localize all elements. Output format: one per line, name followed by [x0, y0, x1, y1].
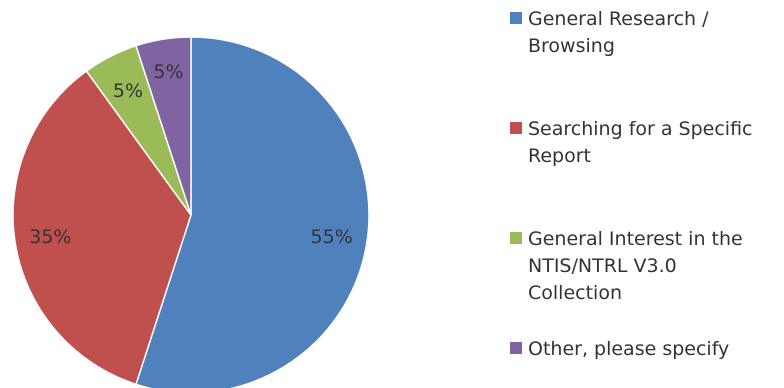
- data-label-specific-report: 35%: [29, 226, 71, 248]
- legend-item-specific-report: Searching for a Specific Report: [510, 116, 753, 170]
- pie-slice-specific-report: [12, 69, 192, 386]
- legend-label-specific-report: Searching for a Specific Report: [528, 118, 753, 167]
- legend-swatch-general-research: [510, 12, 522, 24]
- data-label-general-interest: 5%: [113, 80, 143, 102]
- legend-item-other: Other, please specify: [510, 336, 729, 363]
- legend-swatch-other: [510, 342, 522, 354]
- legend-label-other: Other, please specify: [528, 338, 730, 360]
- legend-label-general-research: General Research / Browsing: [528, 8, 709, 57]
- pie-data-labels: 55% 35% 5% 5%: [29, 61, 353, 248]
- legend-item-general-research: General Research / Browsing: [510, 6, 709, 60]
- data-label-general-research: 55%: [311, 226, 353, 248]
- pie-slice-general-research: [135, 36, 370, 388]
- legend-swatch-specific-report: [510, 122, 522, 134]
- pie-plot-area: 55% 35% 5% 5%: [12, 36, 370, 388]
- pie-slices: [12, 36, 370, 388]
- legend-swatch-general-interest: [510, 232, 522, 244]
- pie-slice-other: [135, 36, 192, 216]
- legend-label-general-interest: General Interest in the NTIS/NTRL V3.0 C…: [528, 228, 743, 304]
- data-label-other: 5%: [153, 61, 183, 83]
- legend-item-general-interest: General Interest in the NTIS/NTRL V3.0 C…: [510, 226, 743, 307]
